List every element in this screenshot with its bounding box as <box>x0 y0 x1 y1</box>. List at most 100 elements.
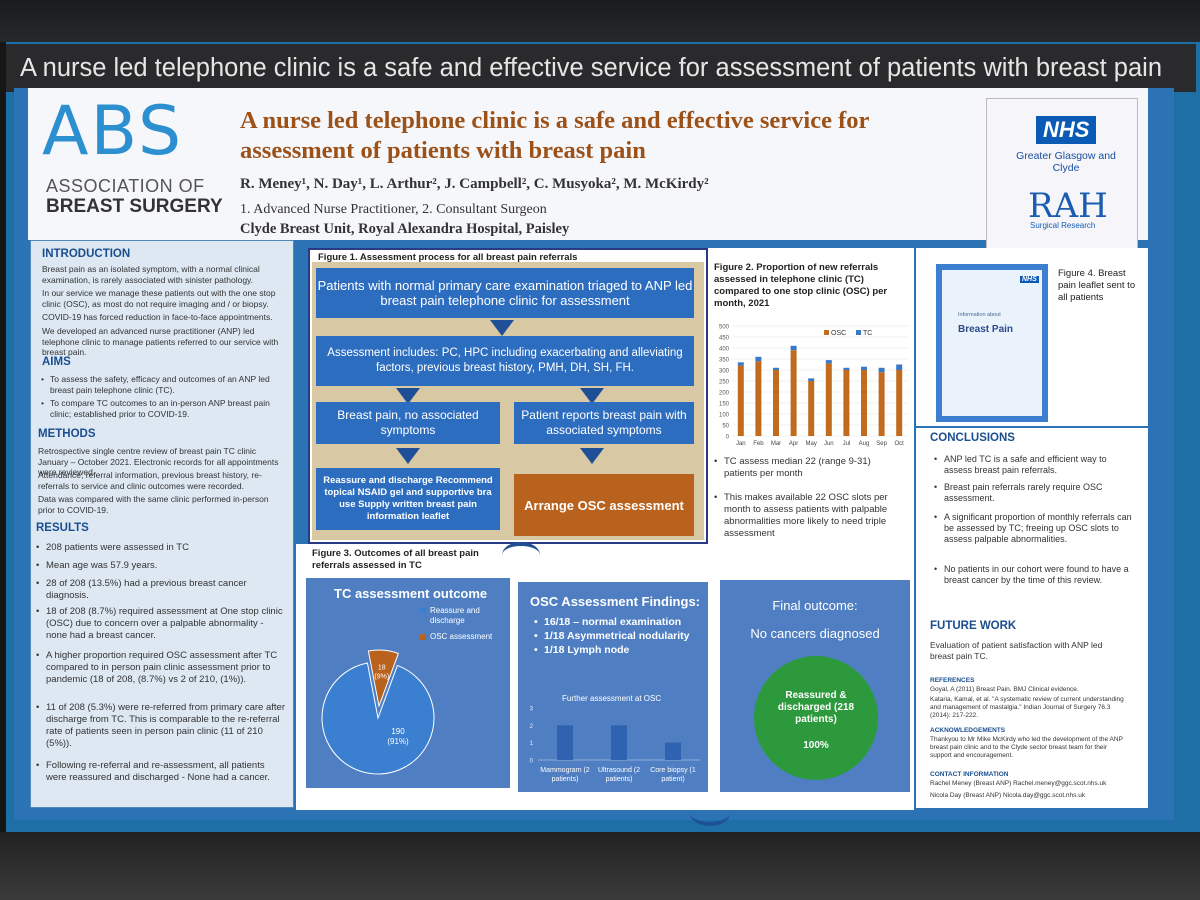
osc-y-tick-label: 0 <box>530 759 534 765</box>
fig4-caption: Figure 4. Breast pain leaflet sent to al… <box>1058 268 1136 303</box>
curved-arrow-bottom <box>690 800 730 826</box>
intro-para-3: COVID-19 has forced reduction in face-to… <box>42 312 273 322</box>
contact-2: Nicola Day (Breast ANP) Nicola.day@ggc.s… <box>930 792 1086 799</box>
leaflet-subtitle: Information about <box>958 312 1001 318</box>
flow-box-triage: Patients with normal primary care examin… <box>316 268 694 318</box>
legend-label-reassure: Reassure and discharge <box>430 606 480 625</box>
bar-tc <box>790 345 797 351</box>
results-item-4: 18 of 208 (8.7%) required assessment at … <box>36 606 286 642</box>
bar-tc <box>755 356 762 362</box>
flow-box-osc: Arrange OSC assessment <box>514 474 694 536</box>
bar-osc <box>808 381 815 436</box>
final-outcome-pie <box>754 656 878 780</box>
further-assessment-bar-chart: 0 1 2 3 Mammogram (2 patients) Ultrasound (2 pa… <box>530 707 700 783</box>
results-item-6: 11 of 208 (5.3%) were re-referred from p… <box>36 702 286 750</box>
references-heading: REFERENCES <box>930 677 975 684</box>
osc-finding-2: 1/18 Asymmetrical nodularity <box>534 630 689 642</box>
conclusion-item-2: Breast pain referrals rarely require OSC… <box>934 482 1134 504</box>
intro-heading: INTRODUCTION <box>42 248 131 260</box>
x-tick-label: Aug <box>859 441 870 447</box>
y-tick-label: 250 <box>719 380 730 386</box>
osc-x-tick-label: Mammogram (2 patients) <box>540 767 590 783</box>
legend-label-tc: TC <box>863 330 872 337</box>
flow-arrow-4 <box>396 448 420 464</box>
y-tick-label: 300 <box>719 369 730 375</box>
x-tick-label: Oct <box>895 441 905 447</box>
legend-label-osc: OSC assessment <box>430 632 493 641</box>
intro-para-1: Breast pain as an isolated symptom, with… <box>42 264 260 285</box>
legend-swatch-tc <box>856 330 861 335</box>
nhs-org: Greater Glasgow and Clyde <box>1016 150 1116 174</box>
contact-heading: CONTACT INFORMATION <box>930 771 1009 778</box>
conclusions-heading: CONCLUSIONS <box>930 432 1015 444</box>
osc-x-tick-label: Ultrasound (2 patients) <box>598 767 640 783</box>
y-tick-label: 100 <box>719 413 730 419</box>
fig2-bullet-1: TC assess median 22 (range 9-31) patient… <box>714 456 906 480</box>
bar-tc <box>861 366 867 370</box>
y-tick-label: 400 <box>719 347 730 353</box>
osc-bar <box>557 725 573 760</box>
conclusion-item-3: A significant proportion of monthly refe… <box>934 512 1134 545</box>
poster-authors: R. Meney¹, N. Day¹, L. Arthur², J. Campb… <box>240 176 709 192</box>
pie-slice-osc <box>367 649 400 708</box>
legend-swatch-osc <box>420 634 426 640</box>
conclusion-item-4: No patients in our cohort were found to … <box>934 564 1134 586</box>
poster-unit: Clyde Breast Unit, Royal Alexandra Hospi… <box>240 221 570 237</box>
flow-arrow-5 <box>580 448 604 464</box>
screen-title: A nurse led telephone clinic is a safe a… <box>6 44 1196 92</box>
final-pie-slice <box>754 656 878 780</box>
bar-tc <box>773 367 779 370</box>
y-tick-label: 450 <box>719 336 730 342</box>
osc-finding-1: 16/18 – normal examination <box>534 616 681 628</box>
intro-para-4: We developed an advanced nurse practitio… <box>42 326 279 357</box>
methods-para-2: Attendance, referral information, previo… <box>38 470 262 491</box>
final-outcome-title: Final outcome: <box>772 598 858 613</box>
poster-affiliations: 1. Advanced Nurse Practitioner, 2. Consu… <box>240 202 547 217</box>
contact-1: Rachel Meney (Breast ANP) Rachel.meney@g… <box>930 780 1107 787</box>
x-tick-label: Jun <box>824 441 834 447</box>
abs-logo-line2: BREAST SURGERY <box>46 196 223 217</box>
bar-osc <box>878 372 885 436</box>
bar-osc <box>896 370 903 436</box>
bar-osc <box>755 361 762 436</box>
x-tick-label: Apr <box>789 441 798 447</box>
nhs-logo: NHS <box>1036 116 1097 144</box>
osc-x-tick-label: Core biopsy (1 patient) <box>650 767 696 783</box>
rah-logo: RAH <box>1028 186 1108 226</box>
y-tick-label: 150 <box>719 402 730 408</box>
final-pie-percent: 100% <box>803 740 829 751</box>
osc-finding-3: 1/18 Lymph node <box>534 644 629 656</box>
aims-item-1: To assess the safety, efficacy and outco… <box>41 374 282 395</box>
future-work-text: Evaluation of patient satisfaction with … <box>930 640 1103 661</box>
leaflet-image <box>942 270 1042 416</box>
pie-label-reassure: 190 (91%) <box>387 727 409 746</box>
flow-arrow-2 <box>396 388 420 404</box>
future-work-heading: FUTURE WORK <box>930 620 1017 632</box>
bar-osc <box>843 370 850 436</box>
final-pie-label: Reassured & discharged (218 patients) <box>777 690 855 725</box>
bar-osc <box>737 365 744 436</box>
pie-slice-reassure <box>321 662 435 775</box>
fig2-caption: Figure 2. Proportion of new referrals as… <box>714 262 888 309</box>
legend-label-osc: OSC <box>831 330 846 337</box>
pie-label-osc: 18 (9%) <box>374 664 389 680</box>
bar-osc <box>790 350 797 436</box>
x-tick-label: Mar <box>771 441 781 447</box>
bar-tc <box>825 360 832 364</box>
fig1-caption: Figure 1. Assessment process for all bre… <box>318 252 578 263</box>
bar-osc <box>861 370 867 436</box>
monitor-bezel-bottom <box>0 832 1200 900</box>
y-tick-label: 500 <box>719 325 730 331</box>
y-tick-label: 200 <box>719 391 730 397</box>
results-heading: RESULTS <box>36 522 89 534</box>
osc-y-tick-label: 1 <box>530 741 534 747</box>
acknowledgements-heading: ACKNOWLEDGEMENTS <box>930 727 1006 734</box>
x-tick-label: Jan <box>736 441 746 447</box>
fig2-bullet-2: This makes available 22 OSC slots per mo… <box>714 492 906 540</box>
conclusion-item-1: ANP led TC is a safe and efficient way t… <box>934 454 1134 476</box>
abs-logo-line1: ASSOCIATION OF <box>46 176 205 196</box>
poster-title: A nurse led telephone clinic is a safe a… <box>240 107 869 164</box>
y-tick-label: 350 <box>719 358 730 364</box>
acknowledgements-text: Thankyou to Mr Mike McKirdy who led the … <box>930 736 1123 759</box>
bar-tc <box>843 367 850 370</box>
